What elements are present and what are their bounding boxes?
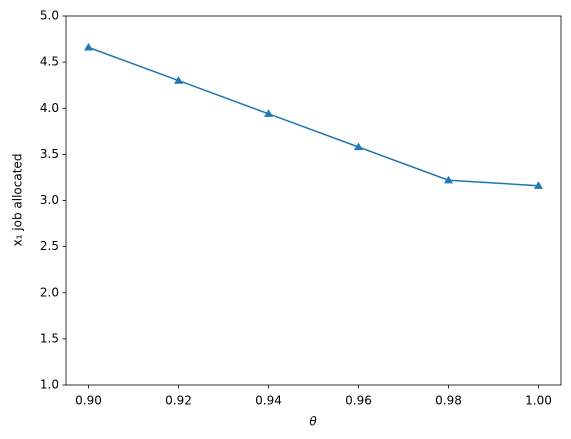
data-marker — [444, 175, 453, 184]
y-tick-label: 4.5 — [40, 55, 59, 69]
y-tick-label: 4.0 — [40, 101, 59, 115]
y-tick-label: 1.0 — [40, 378, 59, 392]
x-tick-label: 0.92 — [165, 394, 192, 408]
y-tick-label: 1.5 — [40, 331, 59, 345]
x-tick-label: 0.98 — [435, 394, 462, 408]
data-marker — [534, 181, 543, 189]
data-marker — [264, 109, 273, 117]
x-tick-label: 0.96 — [345, 394, 372, 408]
x-tick-label: 1.00 — [525, 394, 552, 408]
y-tick-label: 3.5 — [40, 147, 59, 161]
x-axis-label: θ — [309, 415, 317, 429]
data-marker — [174, 76, 183, 84]
data-marker — [84, 42, 93, 51]
plot-frame — [65, 15, 562, 386]
series-line — [88, 46, 539, 187]
y-tick-label: 2.0 — [40, 285, 59, 299]
y-tick-label: 3.0 — [40, 193, 59, 207]
y-tick-label: 5.0 — [40, 9, 59, 23]
y-axis-label: x₁ job allocated — [11, 154, 25, 247]
data-marker — [354, 142, 363, 151]
x-tick-label: 0.94 — [255, 394, 282, 408]
x-tick-label: 0.90 — [75, 394, 102, 408]
y-tick-label: 2.5 — [40, 239, 59, 253]
